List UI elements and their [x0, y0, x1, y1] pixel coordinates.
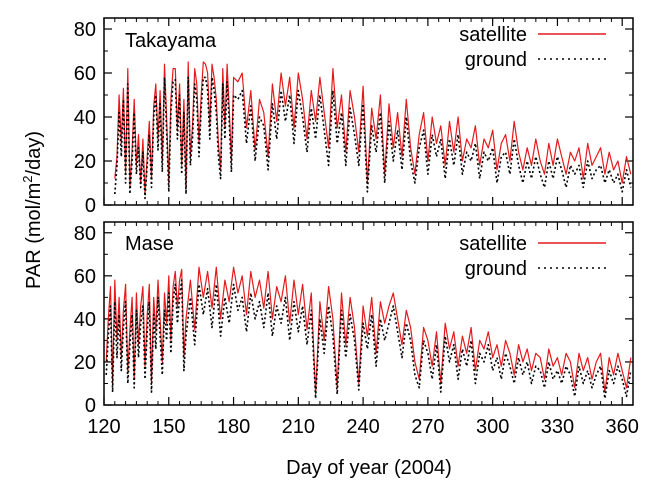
series-line-ground-takayama: [114, 76, 632, 200]
panel-takayama: 80 60 40 20 0 Takayama satellite ground: [74, 17, 634, 217]
series-line-satellite-takayama: [114, 61, 632, 195]
y-tick-label-takayama: 60: [74, 63, 96, 85]
y-tick-label-takayama: 0: [85, 195, 96, 217]
y-tick-label-mase: 60: [74, 266, 96, 288]
legend-mase: satellite ground: [459, 233, 606, 280]
x-tick-label: 180: [217, 416, 250, 438]
legend-label-satellite: satellite: [459, 24, 527, 46]
y-tick-label-takayama: 20: [74, 151, 96, 173]
x-tick-label: 270: [411, 416, 444, 438]
x-tick-label: 150: [152, 416, 185, 438]
panel-title-takayama: Takayama: [125, 30, 217, 52]
x-tick-label: 360: [606, 416, 639, 438]
y-axis-title-sup: 2: [20, 175, 35, 182]
y-tick-label-mase: 40: [74, 309, 96, 331]
y-axis-title: PAR (mol/m2/day): [20, 131, 45, 289]
plot-frame-mase: [103, 221, 634, 406]
panel-mase: 360 330 300 270 240 210 180 150 120 80 60 40 20 0 Mas…: [74, 221, 639, 438]
y-tick-label-mase: 80: [74, 223, 96, 245]
x-axis-title: Day of year (2004): [286, 457, 452, 479]
x-tick-label: 120: [87, 416, 120, 438]
legend-takayama: satellite ground: [459, 24, 606, 71]
y-tick-label-mase: 20: [74, 352, 96, 374]
x-tick-label: 210: [282, 416, 315, 438]
series-line-satellite-mase: [105, 266, 632, 395]
legend-label-ground: ground: [465, 49, 527, 71]
y-tick-label-mase: 0: [85, 395, 96, 417]
legend-label-ground: ground: [465, 258, 527, 280]
x-tick-label: 300: [476, 416, 509, 438]
y-axis-title-tail: /day): [23, 131, 45, 175]
y-tick-label-takayama: 80: [74, 19, 96, 41]
legend-label-satellite: satellite: [459, 233, 527, 255]
y-axis-title-main: PAR (mol/m: [23, 183, 45, 289]
x-tick-label: 240: [346, 416, 379, 438]
plot-frame-takayama: [103, 17, 634, 206]
y-tick-label-takayama: 40: [74, 107, 96, 129]
panel-title-mase: Mase: [125, 233, 174, 255]
x-tick-label: 330: [541, 416, 574, 438]
